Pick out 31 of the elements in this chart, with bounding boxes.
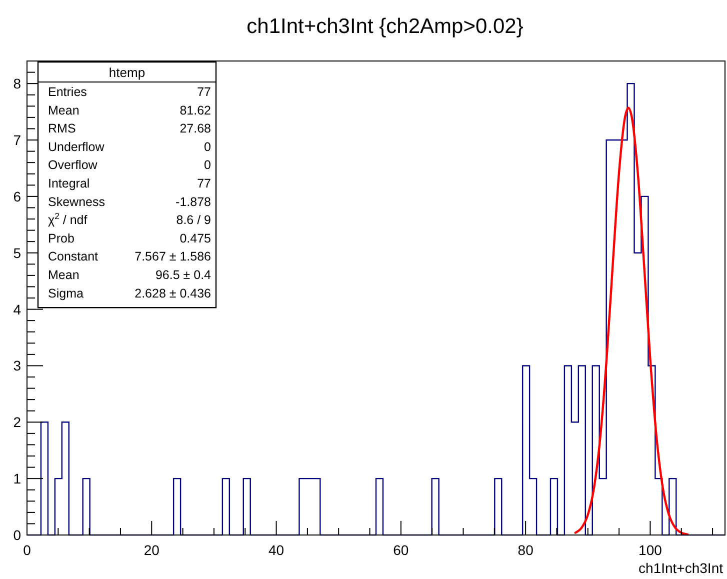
y-tick-label: 1	[13, 470, 22, 487]
y-tick-label: 8	[13, 76, 22, 92]
annotation: htemp	[108, 65, 146, 80]
y-tick-label: 5	[13, 244, 22, 261]
y-tick-label: 4	[13, 301, 22, 318]
x-tick-label: 60	[393, 542, 409, 558]
text: Mean 96.5 ± 0.4	[48, 268, 211, 282]
y-tick-label: 6	[13, 188, 22, 204]
text: Overflow 0	[48, 158, 211, 172]
x-tick-label: 100	[638, 542, 662, 558]
x-tick-label: 80	[518, 542, 534, 558]
line-series	[574, 106, 689, 536]
text: χ$^{2}$ / ndf 8.6 / 9	[48, 211, 211, 228]
text: Prob 0.475	[48, 231, 211, 246]
x-axis-title: ch1Int+ch3Int	[638, 560, 724, 576]
x-tick-label: 20	[144, 542, 160, 558]
y-tick-label: 3	[13, 358, 22, 374]
x-tick-label: 40	[268, 542, 284, 558]
text: Entries 77	[48, 85, 211, 99]
chart-title: ch1Int+ch3Int {ch2Amp>0.02}	[246, 15, 524, 38]
y-tick-label: 0	[13, 527, 22, 543]
text: Integral 77	[48, 176, 211, 190]
y-tick-label: 2	[13, 414, 22, 430]
text: Sigma 2.628 ± 0.436	[48, 286, 211, 300]
text: Underflow 0	[48, 140, 211, 154]
text: Skewness -1.878	[48, 194, 211, 209]
text: Constant 7.567 ± 1.586	[48, 250, 211, 264]
y-tick-label: 7	[13, 132, 22, 148]
x-tick-label: 0	[23, 542, 32, 558]
text: RMS 27.68	[48, 122, 211, 136]
text: Mean 81.62	[48, 103, 211, 118]
